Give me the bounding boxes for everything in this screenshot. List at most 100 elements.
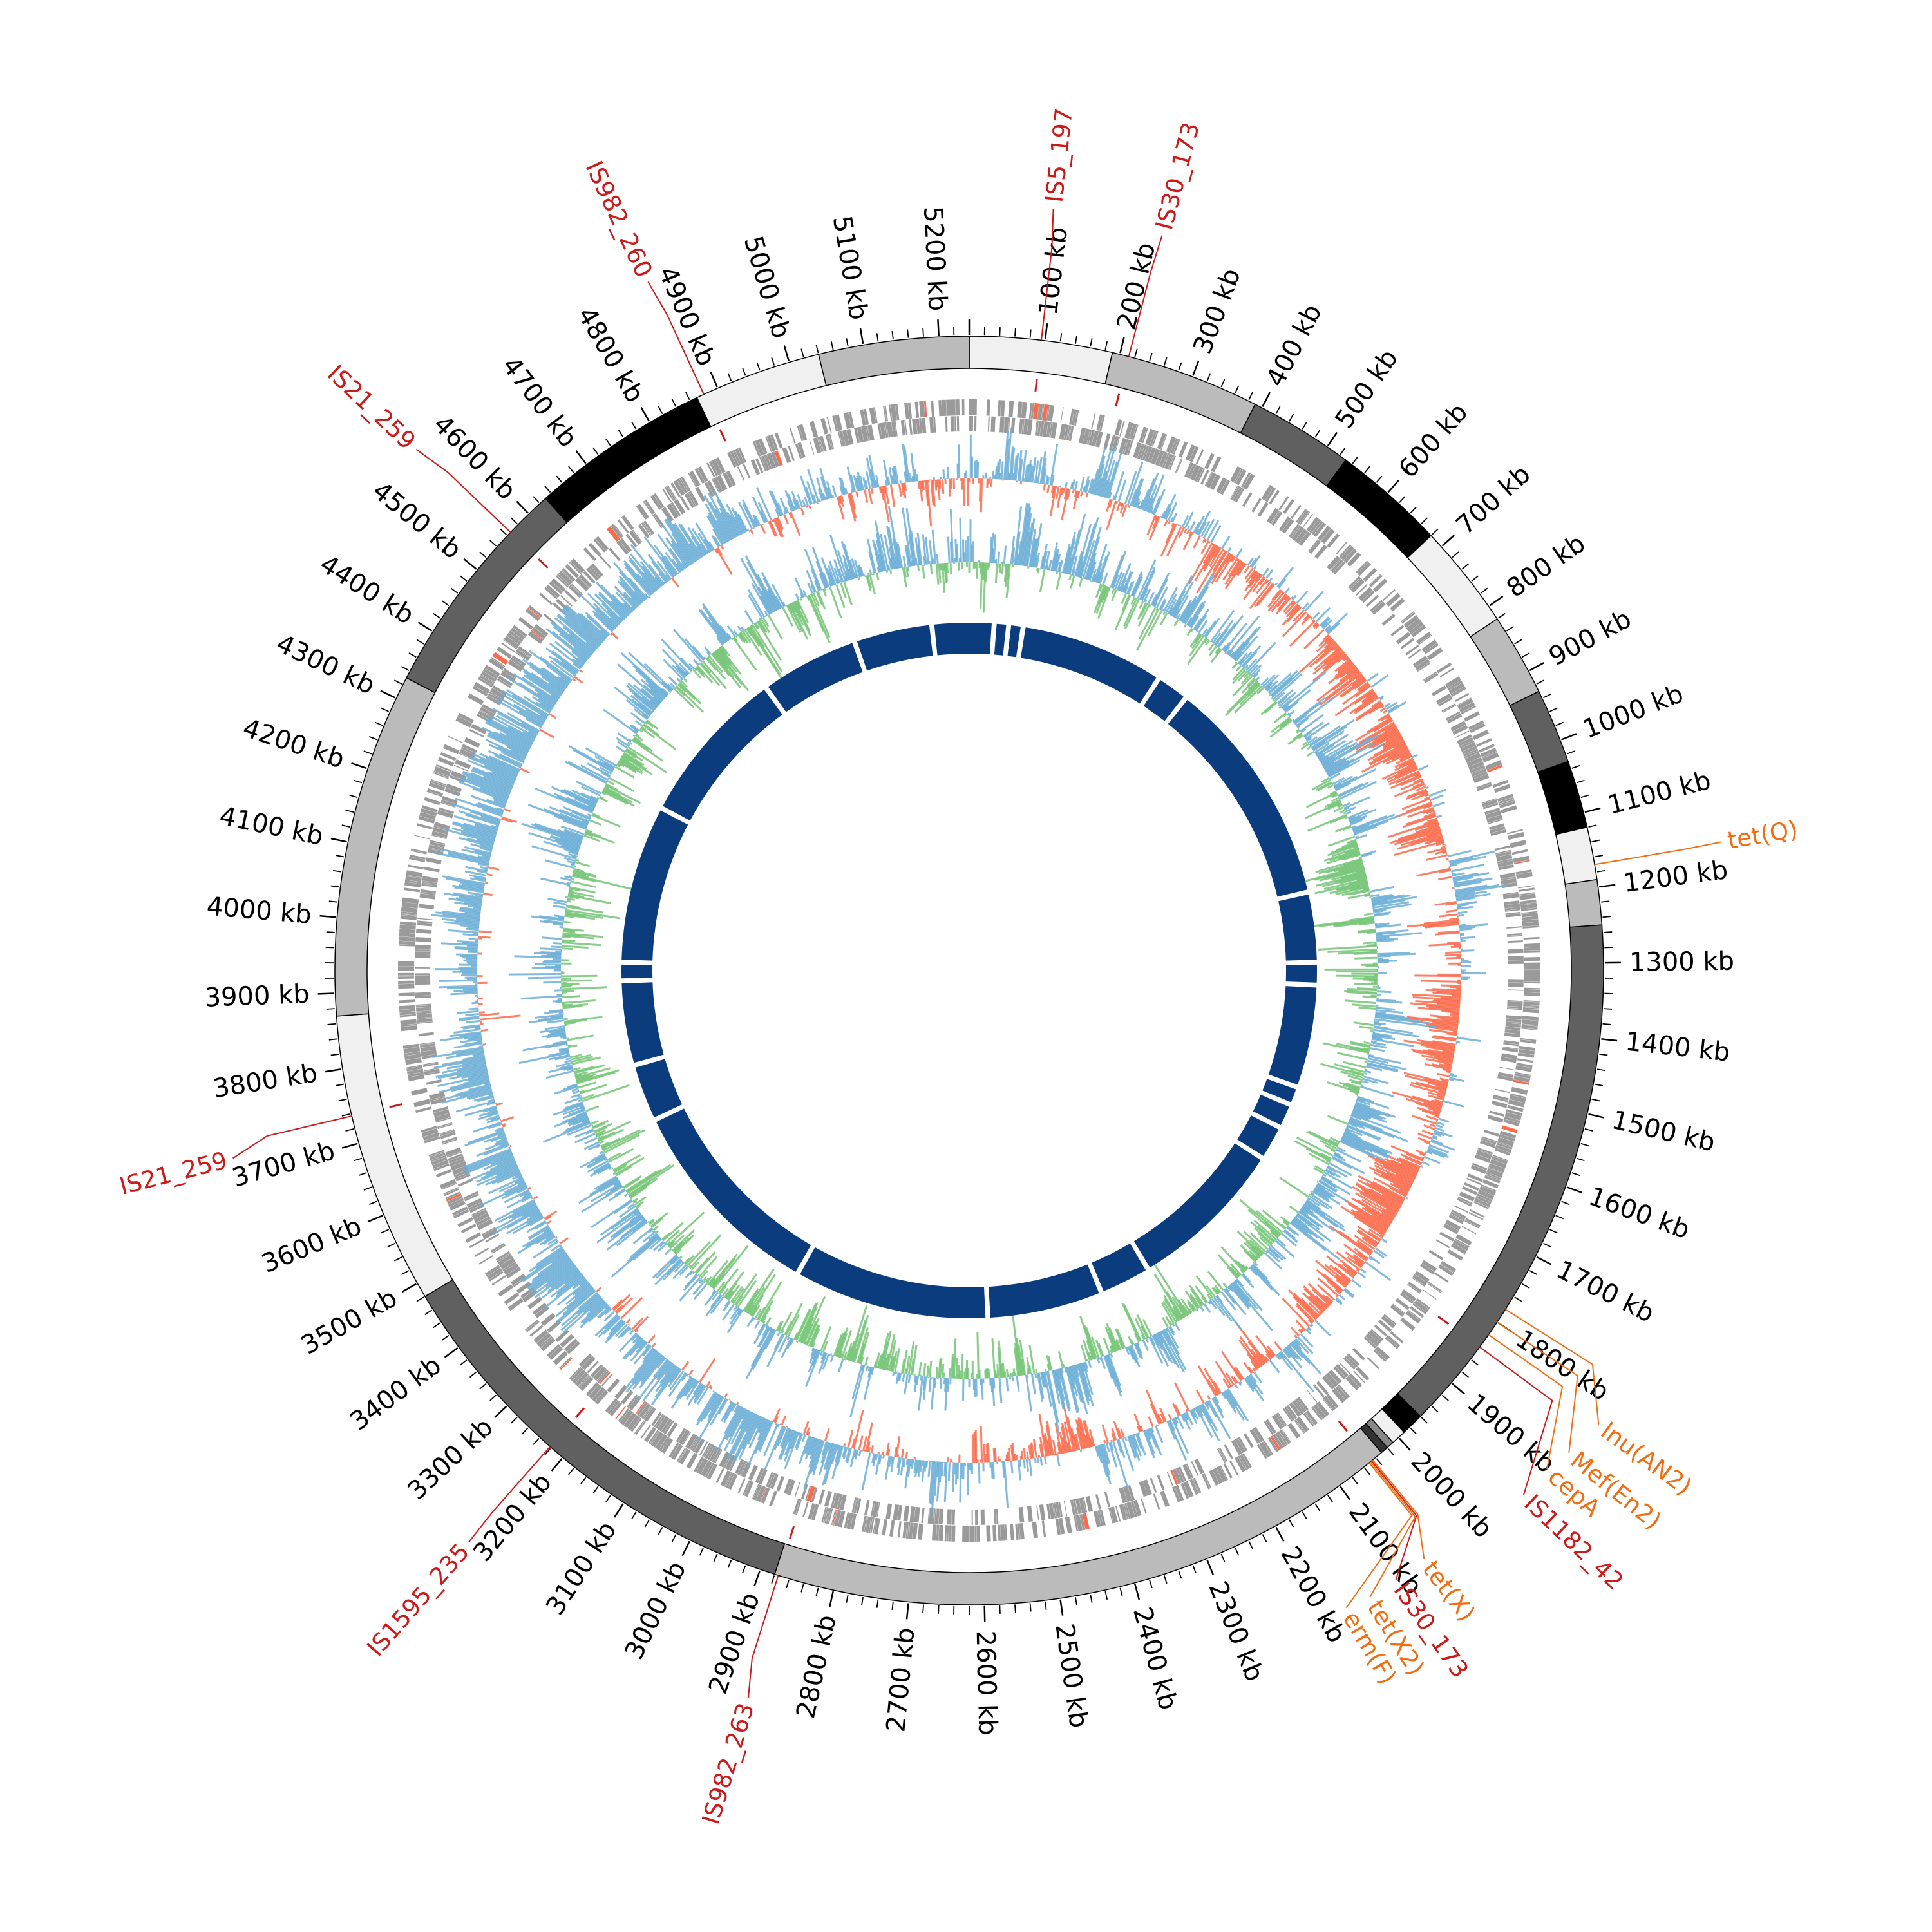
- gene-block: [1297, 1397, 1309, 1411]
- gc-content-bar: [1042, 1372, 1048, 1388]
- gc-skew-bar: [586, 1299, 605, 1316]
- tick-label: 2800 kb: [791, 1612, 842, 1721]
- gc-skew-bar: [783, 514, 790, 525]
- gene-block: [420, 889, 437, 894]
- gene-block: [1506, 1021, 1522, 1025]
- minor-tick: [469, 1371, 477, 1378]
- gc-skew-bar: [1455, 894, 1475, 899]
- gc-content-bar: [1264, 674, 1280, 690]
- gene-block: [1438, 697, 1453, 707]
- gc-content-bar: [1340, 1138, 1366, 1151]
- gene-block: [1176, 459, 1183, 473]
- gene-block: [433, 822, 450, 830]
- gc-skew-bar: [1135, 498, 1141, 508]
- gc-skew-bar: [451, 802, 502, 821]
- gc-content-bar: [1242, 1264, 1248, 1271]
- gc-skew-bar: [477, 855, 491, 860]
- gene-block: [1481, 1136, 1497, 1142]
- gc-skew-bar: [1323, 641, 1336, 653]
- gc-content-bar: [1318, 754, 1325, 760]
- gene-block: [882, 1519, 888, 1536]
- gc-skew-bar: [669, 1368, 681, 1383]
- gc-skew-bar: [1369, 1255, 1381, 1265]
- gene-block: [1018, 1506, 1025, 1523]
- gene-block: [1037, 403, 1043, 421]
- minor-tick: [1571, 765, 1580, 769]
- gene-block: [1139, 426, 1147, 443]
- gene-block: [857, 426, 864, 443]
- gc-content-bar: [1217, 1254, 1240, 1278]
- minor-tick: [631, 1511, 637, 1520]
- gc-skew-bar: [500, 1116, 515, 1122]
- gc-skew-bar: [1291, 1341, 1311, 1365]
- gene-block: [1503, 1040, 1519, 1045]
- gc-skew-bar: [506, 688, 549, 716]
- gene-block: [706, 462, 715, 478]
- gc-skew-bar: [1428, 1026, 1458, 1032]
- gene-block: [819, 435, 827, 452]
- gc-skew-bar: [506, 1213, 542, 1235]
- gc-content-bar: [1305, 1130, 1338, 1148]
- gene-block: [529, 1325, 544, 1337]
- gene-block: [444, 1188, 460, 1197]
- gc-skew-bar: [669, 548, 686, 570]
- gc-content-bar: [1026, 1357, 1031, 1375]
- gc-content-bar: [1084, 1361, 1089, 1370]
- gc-skew-bar: [996, 461, 999, 480]
- gene-block: [1423, 1289, 1437, 1300]
- gc-skew-bar: [914, 1459, 918, 1477]
- gene-block: [439, 1179, 457, 1189]
- gc-skew-bar: [746, 1419, 770, 1468]
- gene-block: [1034, 420, 1039, 436]
- gc-content-bar: [1061, 1368, 1064, 1374]
- gene-block: [1074, 1515, 1079, 1532]
- gc-content-bar: [1376, 932, 1423, 938]
- gc-skew-bar: [1453, 876, 1473, 882]
- gene-block: [1253, 1426, 1265, 1443]
- gc-skew-bar: [1449, 917, 1459, 921]
- gc-skew-bar: [688, 1375, 692, 1378]
- gc-skew-bar: [486, 1101, 496, 1106]
- gene-block: [1133, 442, 1142, 459]
- gc-content-bar: [1355, 834, 1368, 840]
- gc-skew-bar: [1376, 1157, 1417, 1177]
- gc-content-bar: [1182, 576, 1213, 623]
- gc-skew-bar: [442, 875, 486, 885]
- gene-block: [507, 1298, 524, 1311]
- gene-block: [1520, 899, 1537, 904]
- gene-block: [1042, 404, 1048, 421]
- gene-block: [1477, 1147, 1493, 1155]
- gene-block: [701, 1443, 711, 1457]
- gc-content-bar: [1166, 1291, 1184, 1319]
- gc-skew-bar: [439, 848, 490, 862]
- gc-content-bar: [1364, 1072, 1367, 1075]
- gene-block: [606, 526, 621, 542]
- gc-skew-bar: [1432, 1063, 1452, 1070]
- gc-skew-bar: [1200, 1403, 1213, 1425]
- gc-skew-bar: [1074, 1433, 1081, 1450]
- gc-skew-bar: [462, 1148, 511, 1169]
- gc-skew-bar: [1423, 919, 1459, 925]
- gene-block: [478, 1255, 493, 1265]
- gc-skew-bar: [1382, 736, 1403, 749]
- gc-content-bar: [1178, 1304, 1187, 1318]
- gene-block: [1412, 655, 1428, 668]
- gc-skew-bar: [697, 1391, 716, 1421]
- gc-content-bar: [1025, 522, 1034, 567]
- gc-skew-bar: [472, 1053, 485, 1057]
- gc-content-bar: [1351, 1112, 1369, 1121]
- gc-skew-bar: [1066, 488, 1071, 500]
- gc-content-bar: [1079, 523, 1096, 578]
- gene-block: [1497, 1141, 1513, 1148]
- gc-skew-bar: [1412, 1115, 1437, 1125]
- gc-skew-bar: [1361, 747, 1409, 773]
- gc-skew-bar: [580, 1302, 608, 1329]
- gc-content-bar: [1372, 1031, 1376, 1034]
- gc-skew-bar: [623, 560, 654, 595]
- gc-skew-bar: [1291, 600, 1296, 606]
- gc-skew-bar: [522, 731, 536, 739]
- gc-skew-bar: [1193, 1408, 1197, 1412]
- tick-label: 5000 kb: [738, 232, 796, 341]
- gc-content-bar: [1317, 739, 1347, 759]
- minor-tick: [332, 869, 342, 873]
